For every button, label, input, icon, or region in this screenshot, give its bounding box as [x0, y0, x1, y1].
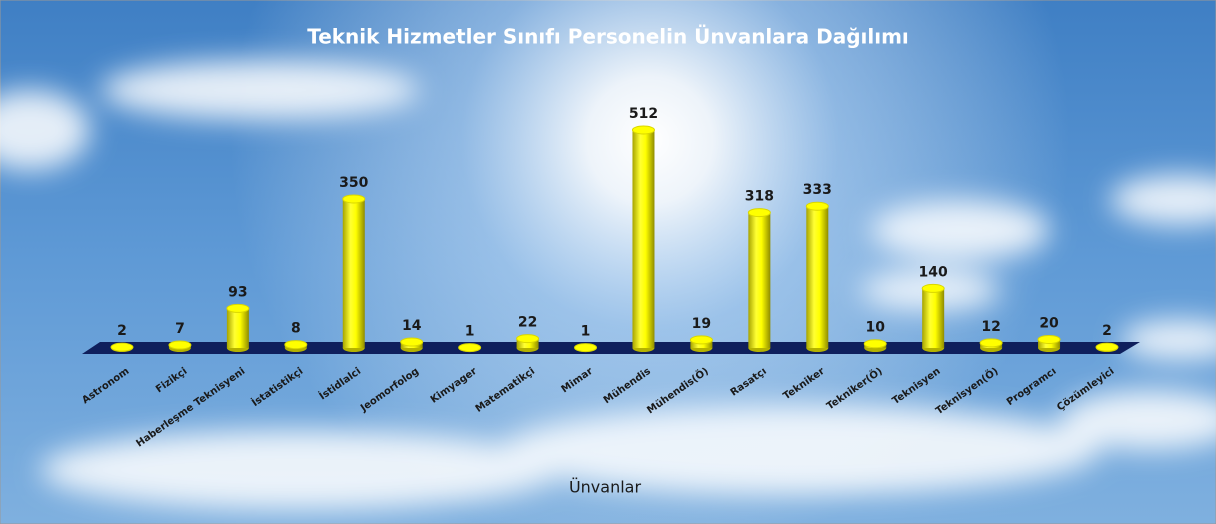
sun-glow	[0, 0, 1216, 524]
value-label: 19	[692, 316, 711, 332]
bar	[748, 213, 770, 348]
bar-top	[459, 344, 481, 352]
value-label: 512	[629, 106, 658, 122]
value-label: 333	[803, 182, 832, 198]
bar	[632, 130, 654, 348]
bar	[806, 206, 828, 348]
value-label: 350	[339, 175, 368, 191]
bar-top	[169, 341, 191, 349]
value-label: 12	[981, 319, 1000, 335]
bar-top	[575, 344, 597, 352]
chart: Teknik Hizmetler Sınıfı Personelin Ünvan…	[0, 0, 1216, 524]
chart-title: Teknik Hizmetler Sınıfı Personelin Ünvan…	[307, 25, 909, 49]
bar-top	[980, 339, 1002, 347]
bar-top	[690, 336, 712, 344]
value-label: 93	[228, 284, 247, 300]
bar-top	[343, 195, 365, 203]
value-label: 14	[402, 318, 422, 334]
bar-top	[285, 341, 307, 349]
bar-top	[748, 209, 770, 217]
bar-top	[864, 340, 886, 348]
value-label: 2	[1102, 323, 1112, 339]
bar	[227, 308, 249, 348]
value-label: 20	[1039, 315, 1059, 331]
bar-top	[922, 284, 944, 292]
value-label: 2	[117, 323, 127, 339]
value-label: 7	[175, 321, 185, 337]
x-axis-label: Ünvanlar	[569, 478, 642, 497]
bar-top	[401, 338, 423, 346]
value-label: 10	[865, 320, 885, 336]
bar-top	[227, 304, 249, 312]
bar-top	[111, 343, 133, 351]
value-label: 140	[919, 264, 948, 280]
value-label: 8	[291, 321, 301, 337]
value-label: 1	[581, 324, 591, 340]
value-label: 318	[745, 189, 774, 205]
value-label: 1	[465, 324, 475, 340]
bar-top	[517, 335, 539, 343]
bar-top	[806, 202, 828, 210]
bar-top	[1096, 343, 1118, 351]
bar-top	[632, 126, 654, 134]
bar	[922, 288, 944, 348]
value-label: 22	[518, 315, 537, 331]
bar	[343, 199, 365, 348]
bar-top	[1038, 335, 1060, 343]
